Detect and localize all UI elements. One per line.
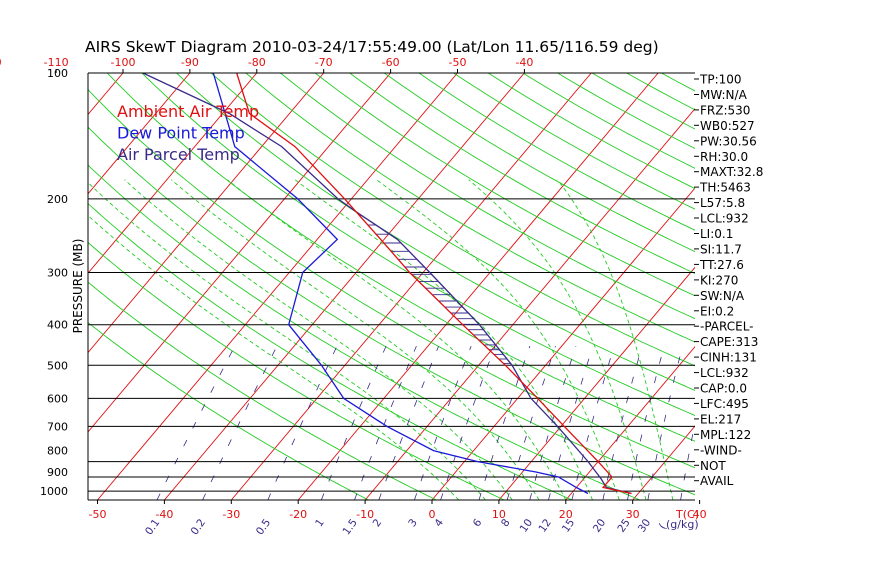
isotherm-line xyxy=(231,73,591,500)
index-panel-item: -PARCEL- xyxy=(700,320,754,334)
moist-adiabat-line xyxy=(558,180,673,500)
index-panel-item: AVAIL xyxy=(700,474,734,488)
pressure-tick-label: 200 xyxy=(47,193,68,206)
mixing-ratio-tick-label: 0.2 xyxy=(189,517,208,538)
index-panel-item: LCL:932 xyxy=(700,212,749,226)
index-panel-item: EI:0.2 xyxy=(700,304,734,318)
index-panel-item: FRZ:530 xyxy=(700,103,750,117)
isotherm-line xyxy=(767,73,870,500)
pressure-tick-label: 800 xyxy=(47,445,68,458)
index-panel-item: TP:100 xyxy=(699,73,742,87)
top-temp-tick-label: -110 xyxy=(44,56,69,69)
index-panel-item: LI:0.1 xyxy=(700,227,733,241)
mixing-ratio-tick-label: 3 xyxy=(406,517,420,529)
top-temp-tick-label: -80 xyxy=(248,56,266,69)
index-panel-item: TH:5463 xyxy=(699,181,751,195)
dry-adiabat-line xyxy=(474,64,870,500)
index-panel-item: MW:N/A xyxy=(700,88,748,102)
index-panel-item: EL:217 xyxy=(700,412,741,426)
top-temp-tick-label: -90 xyxy=(181,56,199,69)
index-panel-item: L57:5.8 xyxy=(700,196,745,210)
top-temp-tick-label: -50 xyxy=(449,56,467,69)
index-panel-item: MAXT:32.8 xyxy=(700,165,763,179)
isotherm-line xyxy=(298,73,658,500)
pressure-tick-label: 400 xyxy=(47,319,68,332)
index-panel-item: NOT xyxy=(700,459,726,473)
isotherm-line xyxy=(0,73,56,500)
moist-adiabat-line xyxy=(377,180,620,500)
dry-adiabat-line xyxy=(201,64,870,500)
bottom-temp-tick-label: -10 xyxy=(356,508,374,521)
legend-item: Dew Point Temp xyxy=(117,124,245,143)
dry-adiabat-line xyxy=(167,64,870,500)
dry-adiabat-line xyxy=(508,64,870,500)
dry-adiabat-line xyxy=(235,64,870,500)
pressure-tick-label: 1000 xyxy=(40,485,68,498)
bottom-temp-tick-label: -50 xyxy=(89,508,107,521)
dry-adiabat-line xyxy=(747,64,870,500)
mixing-ratio-tick-label: 6 xyxy=(471,517,485,530)
pressure-tick-label: 600 xyxy=(47,392,68,405)
mixing-ratio-tick-label: 2 xyxy=(371,517,385,529)
top-temp-tick-label: -120 xyxy=(0,56,2,69)
moist-adiabat-line xyxy=(295,180,593,500)
pressure-tick-label: 700 xyxy=(47,420,68,433)
legend: Ambient Air Temp Dew Point Temp Air Parcel… xyxy=(117,102,259,164)
bottom-temp-tick-label: -40 xyxy=(155,508,173,521)
index-panel-item: CAPE:313 xyxy=(700,335,758,349)
moist-adiabat-line xyxy=(125,180,513,500)
chart-title: AIRS SkewT Diagram 2010-03-24/17:55:49.0… xyxy=(85,38,659,56)
index-panel-item: PW:30.56 xyxy=(700,134,757,148)
index-panel-item: SW:N/A xyxy=(700,289,745,303)
bottom-temp-tick-label: -20 xyxy=(289,508,307,521)
index-panel-item: CAP:0.0 xyxy=(700,382,747,396)
index-panel-item: LFC:495 xyxy=(700,397,749,411)
index-panel-item: KI:270 xyxy=(700,273,738,287)
top-temp-tick-label: -40 xyxy=(515,56,533,69)
index-panel-item: SI:11.7 xyxy=(700,242,742,256)
pressure-tick-label: 900 xyxy=(47,466,68,479)
mixing-ratio-tick-label: 10 xyxy=(518,517,536,535)
moist-adiabat-line xyxy=(227,180,566,500)
moist-adiabat-line xyxy=(51,180,459,500)
top-temp-tick-label: -60 xyxy=(382,56,400,69)
mixing-ratio-tick-label: 12 xyxy=(536,517,554,535)
mixing-ratio-tick-label: 20 xyxy=(591,517,609,535)
bottom-temp-tick-label: 30 xyxy=(626,508,640,521)
legend-item: Air Parcel Temp xyxy=(117,145,240,164)
bottom-temp-tick-label: -30 xyxy=(222,508,240,521)
pressure-tick-label: 500 xyxy=(47,359,68,372)
index-panel-item: MPL:122 xyxy=(700,428,751,442)
isotherm-line xyxy=(0,73,123,500)
dry-adiabat-line xyxy=(406,64,870,500)
index-panel-item: LCL:932 xyxy=(700,366,749,380)
mixing-ratio-tick-label: 0.5 xyxy=(254,517,273,538)
mixing-ratio-tick-label: 1 xyxy=(313,517,327,529)
dry-adiabat-line xyxy=(303,64,870,500)
top-temp-tick-label: -100 xyxy=(111,56,136,69)
index-panel-item: -WIND- xyxy=(700,443,742,457)
isotherm-line xyxy=(365,73,725,500)
mixing-ratio-unit-label: (g/kg) xyxy=(666,518,699,531)
index-panel-item: RH:30.0 xyxy=(700,150,748,164)
mixing-ratio-tick-label: 4 xyxy=(432,517,446,530)
index-panel-item: WB0:527 xyxy=(700,119,755,133)
legend-item: Ambient Air Temp xyxy=(117,102,259,121)
index-panel-item: TT:27.6 xyxy=(699,258,744,272)
dewpoint-profile xyxy=(213,73,588,494)
dry-adiabat-line xyxy=(337,64,870,500)
dry-adiabat-line xyxy=(440,64,870,500)
index-panel-item: CINH:131 xyxy=(700,351,757,365)
isotherm-line xyxy=(499,73,859,500)
y-axis-label: PRESSURE (MB) xyxy=(71,239,85,334)
pressure-tick-label: 300 xyxy=(47,267,68,280)
top-temp-tick-label: -70 xyxy=(315,56,333,69)
